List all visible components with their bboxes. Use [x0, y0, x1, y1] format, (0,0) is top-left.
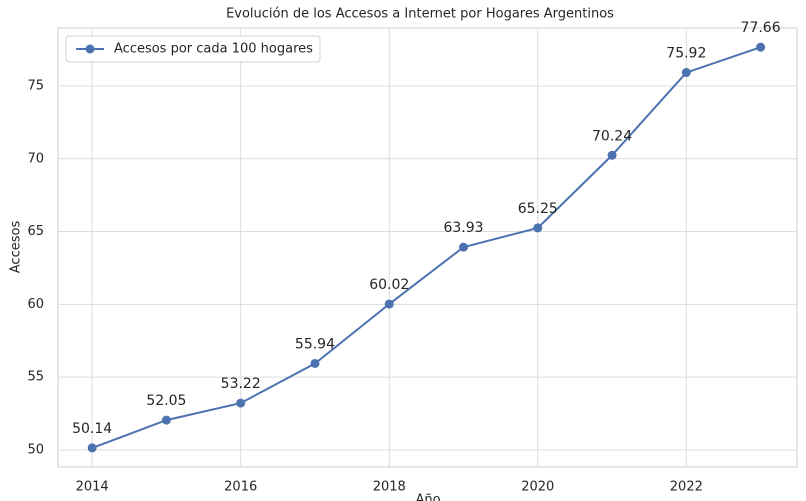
x-tick-label: 2018 [373, 480, 406, 495]
y-tick-label: 65 [27, 224, 44, 239]
point [459, 242, 469, 252]
chart-title: Evolución de los Accesos a Internet por … [226, 7, 614, 22]
point [384, 299, 394, 309]
y-tick-label: 75 [27, 78, 44, 93]
y-tick-label: 60 [27, 297, 44, 312]
data-label: 55.94 [295, 336, 335, 352]
data-label: 77.66 [741, 20, 781, 36]
data-label: 52.05 [146, 393, 186, 409]
x-tick-label: 2022 [670, 480, 703, 495]
point [161, 415, 171, 425]
data-label: 63.93 [443, 220, 483, 236]
data-label: 75.92 [666, 46, 706, 62]
x-tick-label: 2020 [521, 480, 554, 495]
legend-box [65, 35, 321, 63]
legend-marker [85, 44, 95, 54]
point [87, 443, 97, 453]
y-tick-label: 70 [27, 151, 44, 166]
y-axis-label: Accesos [9, 221, 24, 274]
line [91, 46, 761, 449]
point [607, 150, 617, 160]
plot-area [57, 27, 798, 468]
x-axis-label: Año [415, 493, 440, 501]
point [681, 68, 691, 78]
data-label: 65.25 [518, 201, 558, 217]
data-label: 53.22 [221, 376, 261, 392]
data-label: 70.24 [592, 128, 632, 144]
x-tick-label: 2016 [224, 480, 257, 495]
point [236, 398, 246, 408]
x-tick-label: 2014 [76, 480, 109, 495]
point [533, 223, 543, 233]
point [310, 358, 320, 368]
legend-label: Accesos por cada 100 hogares [114, 42, 313, 57]
point [756, 42, 766, 52]
legend: Accesos por cada 100 hogares [65, 35, 321, 63]
data-label: 50.14 [72, 421, 112, 437]
y-tick-label: 50 [27, 442, 44, 457]
data-label: 60.02 [369, 277, 409, 293]
y-tick-label: 55 [27, 370, 44, 385]
